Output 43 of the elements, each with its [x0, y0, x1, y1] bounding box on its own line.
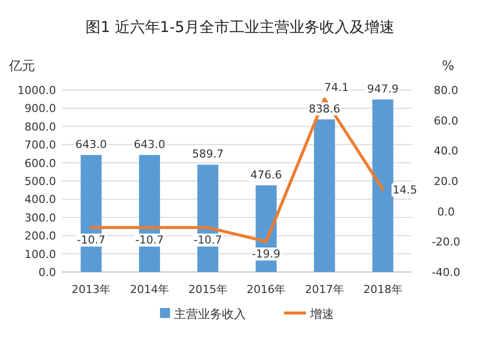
data-label: 947.9	[367, 82, 399, 96]
y-tick-label: 800.0	[24, 120, 56, 134]
y-tick-label: 500.0	[24, 175, 56, 188]
y-tick-label: 0.0	[38, 266, 56, 279]
y-tick-label: 1000.0	[18, 84, 56, 97]
data-label: -10.7	[194, 234, 222, 247]
data-label: -10.7	[76, 234, 106, 247]
bar	[314, 119, 335, 272]
x-tick-label: 2016年	[246, 283, 286, 296]
y2-tick-label: -20.0	[432, 236, 460, 249]
legend-label: 主营业务收入	[174, 307, 246, 321]
x-tick-label: 2014年	[130, 283, 169, 296]
data-label: -10.7	[135, 234, 164, 247]
data-label: 643.0	[134, 138, 166, 151]
legend-label: 增速	[309, 307, 334, 321]
data-label: 838.6	[308, 102, 340, 116]
y-tick-label: 300.0	[24, 211, 56, 224]
y-axis-title: 亿元	[8, 59, 35, 74]
y2-tick-label: 80.0	[434, 84, 458, 97]
chart-title: 图1 近六年1-5月全市工业主营业务收入及增速	[86, 18, 394, 36]
data-label: 74.1	[324, 80, 349, 94]
y-tick-label: 600.0	[24, 156, 56, 170]
data-label: 476.6	[250, 168, 282, 182]
bar	[372, 99, 394, 272]
y-tick-label: 900.0	[24, 102, 56, 116]
y2-tick-label: 60.0	[434, 114, 458, 128]
y-tick-label: 700.0	[24, 138, 56, 152]
y2-axis-title: %	[442, 59, 454, 74]
y-tick-label: 400.0	[24, 193, 56, 206]
data-label: -19.9	[252, 248, 280, 261]
x-tick-label: 2017年	[305, 283, 344, 296]
x-tick-label: 2013年	[72, 283, 111, 296]
x-tick-label: 2015年	[188, 283, 228, 296]
y2-tick-label: 0.0	[437, 205, 455, 218]
data-label: 14.5	[392, 183, 418, 196]
y2-tick-label: -40.0	[432, 266, 460, 279]
data-label: 643.0	[75, 138, 107, 151]
x-tick-label: 2018年	[363, 283, 402, 296]
y-tick-label: 100.0	[24, 248, 56, 261]
y-tick-label: 200.0	[24, 230, 56, 243]
y2-tick-label: 20.0	[434, 175, 458, 188]
y2-tick-label: 40.0	[434, 144, 458, 158]
data-label: 589.7	[192, 148, 224, 161]
